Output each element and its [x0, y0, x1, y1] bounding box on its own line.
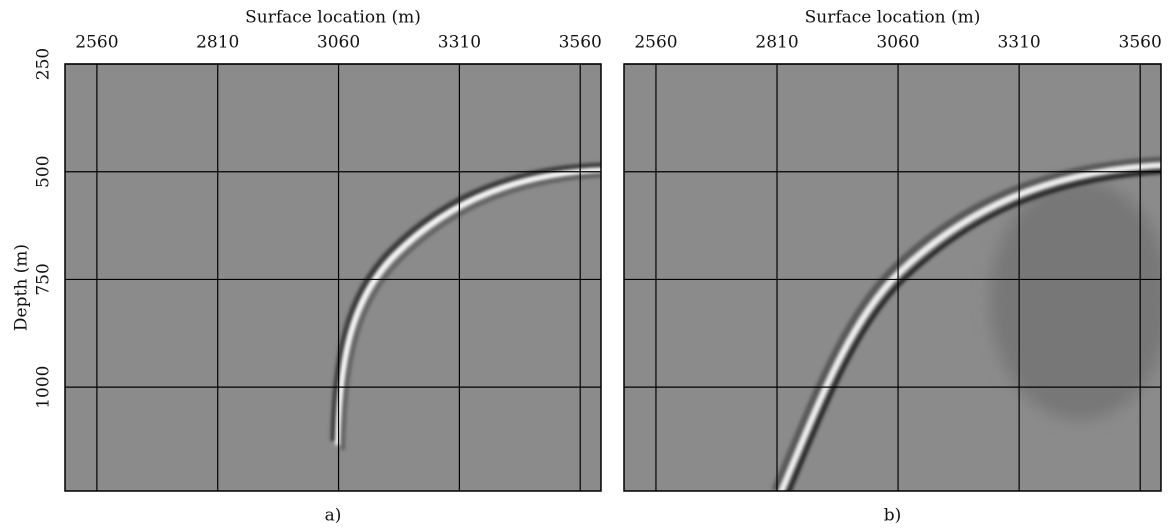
y-axis-title: Depth (m): [12, 244, 32, 331]
seismic-event: [330, 162, 601, 451]
x-tick-label: 2560: [75, 33, 118, 53]
x-tick-label: 3060: [317, 33, 360, 53]
y-tick-label: 1000: [34, 366, 54, 409]
x-axis-title: Surface location (m): [805, 8, 981, 28]
x-tick-label: 2560: [634, 33, 677, 53]
y-tick-label: 750: [34, 263, 54, 295]
x-tick-label: 2810: [755, 33, 798, 53]
y-tick-label: 250: [34, 48, 54, 80]
x-tick-label: 3310: [997, 33, 1040, 53]
panel-caption: a): [325, 506, 342, 526]
x-tick-label: 3560: [559, 33, 602, 53]
seismic-event: [771, 156, 1161, 491]
x-tick-label: 3560: [1119, 33, 1162, 53]
y-tick-label: 500: [34, 155, 54, 187]
plot-frame: [623, 63, 1162, 492]
panel-caption: b): [884, 506, 902, 526]
x-tick-label: 3310: [438, 33, 481, 53]
x-tick-label: 3060: [876, 33, 919, 53]
x-axis-title: Surface location (m): [245, 8, 421, 28]
plot-frame: [64, 63, 602, 492]
x-tick-label: 2810: [196, 33, 239, 53]
